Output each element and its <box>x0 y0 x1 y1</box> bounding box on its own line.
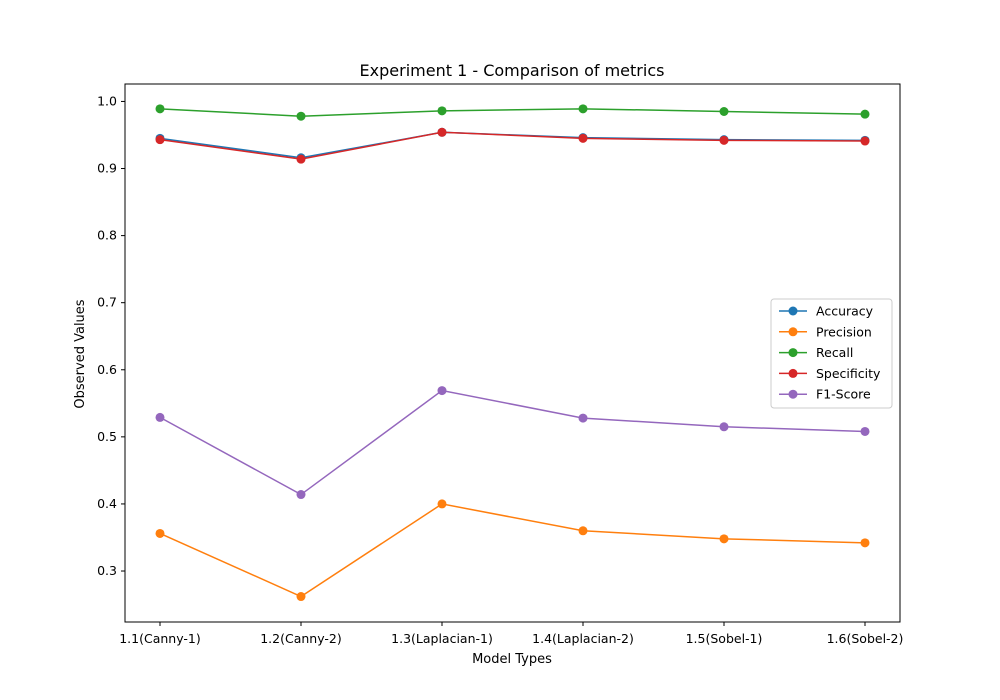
legend-label-precision: Precision <box>816 324 872 339</box>
data-point-specificity <box>578 133 588 143</box>
chart-title: Experiment 1 - Comparison of metrics <box>360 61 665 80</box>
legend-marker-precision <box>788 327 798 337</box>
y-tick-label: 0.8 <box>97 228 117 243</box>
data-point-recall <box>296 111 306 121</box>
data-point-precision <box>719 534 729 544</box>
data-point-recall <box>578 104 588 114</box>
data-point-f1-score <box>578 413 588 423</box>
plot-frame <box>124 83 901 623</box>
x-tick-label: 1.3(Laplacian-1) <box>391 631 493 646</box>
series-line-recall <box>159 108 866 117</box>
x-tick-label: 1.5(Sobel-1) <box>686 631 763 646</box>
data-point-recall <box>437 106 447 116</box>
series-line-f1-score <box>159 389 866 496</box>
y-axis-label: Observed Values <box>73 299 88 408</box>
y-tick-label: 1.0 <box>97 93 117 108</box>
y-tick-label: 0.4 <box>97 496 117 511</box>
y-tick-label: 0.3 <box>97 563 117 578</box>
legend-label-specificity: Specificity <box>816 366 881 381</box>
legend-box <box>770 298 893 409</box>
series-line-specificity <box>159 131 866 160</box>
data-point-f1-score <box>437 386 447 396</box>
x-tick-label: 1.2(Canny-2) <box>260 631 342 646</box>
data-point-precision <box>155 528 165 538</box>
data-point-recall <box>719 107 729 117</box>
x-tick-label: 1.1(Canny-1) <box>119 631 201 646</box>
legend-marker-accuracy <box>788 306 798 316</box>
legend-label-accuracy: Accuracy <box>816 304 874 319</box>
data-point-f1-score <box>719 422 729 432</box>
y-tick-label: 0.7 <box>97 295 117 310</box>
legend: Accuracy Precision Recall Specificity F1-Sco… <box>770 298 893 409</box>
data-point-specificity <box>860 136 870 146</box>
series-line-precision <box>159 503 866 598</box>
x-axis-label: Model Types <box>472 652 552 667</box>
y-tick-label: 0.6 <box>97 362 117 377</box>
data-point-recall <box>155 104 165 114</box>
legend-label-recall: Recall <box>816 345 853 360</box>
data-point-specificity <box>719 135 729 145</box>
data-point-recall <box>860 109 870 119</box>
plot-area: 0.3 0.4 0.5 0.6 0.7 0.8 0.9 1.0 1.1(Canny-1) 1.2(… <box>97 83 904 646</box>
data-point-f1-score <box>860 426 870 436</box>
legend-marker-recall <box>788 348 798 358</box>
data-point-specificity <box>437 127 447 137</box>
legend-marker-f1-score <box>788 389 798 399</box>
legend-marker-specificity <box>788 368 798 378</box>
legend-label-f1-score: F1-Score <box>816 387 871 402</box>
data-point-specificity <box>296 154 306 164</box>
data-point-precision <box>578 526 588 536</box>
y-tick-label: 0.9 <box>97 161 117 176</box>
data-point-f1-score <box>296 490 306 500</box>
data-point-f1-score <box>155 412 165 422</box>
data-point-precision <box>860 538 870 548</box>
data-point-specificity <box>155 135 165 145</box>
x-tick-label: 1.4(Laplacian-2) <box>532 631 634 646</box>
y-tick-label: 0.5 <box>97 429 117 444</box>
data-point-precision <box>296 592 306 602</box>
x-tick-label: 1.6(Sobel-2) <box>827 631 904 646</box>
data-point-precision <box>437 499 447 509</box>
